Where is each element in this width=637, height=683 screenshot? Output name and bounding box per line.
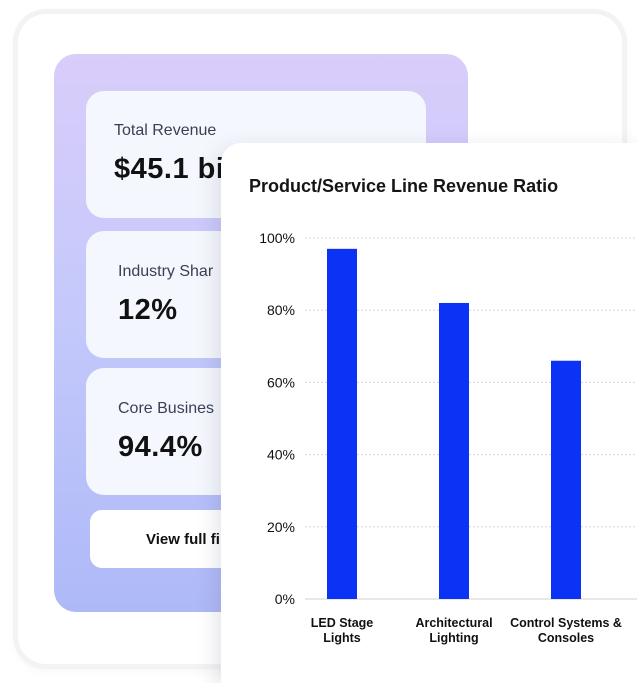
x-category-label: Control Systems &: [510, 616, 622, 630]
x-category-label: Lighting: [429, 631, 478, 645]
revenue-ratio-chart-card: Product/Service Line Revenue Ratio 0% 20%…: [221, 143, 637, 683]
industry-share-label: Industry Shar: [118, 263, 214, 280]
y-tick-label: 80%: [267, 302, 295, 318]
core-business-label: Core Busines: [118, 400, 215, 417]
industry-share-value: 12%: [118, 294, 178, 326]
core-business-value: 94.4%: [118, 431, 203, 463]
x-category-label: Consoles: [538, 631, 594, 645]
bar: [439, 302, 469, 599]
total-revenue-label: Total Revenue: [114, 122, 217, 139]
x-category-label: LED Stage: [311, 616, 374, 630]
total-revenue-value: $45.1 bi: [114, 153, 225, 185]
y-tick-label: 20%: [267, 519, 295, 535]
chart-title: Product/Service Line Revenue Ratio: [249, 176, 559, 196]
x-category-label: Architectural: [415, 616, 492, 630]
y-tick-label: 100%: [259, 230, 295, 246]
bar: [327, 248, 357, 599]
y-tick-label: 60%: [267, 374, 295, 390]
x-category-label: Lights: [323, 631, 361, 645]
bar: [551, 360, 581, 599]
y-tick-label: 40%: [267, 447, 295, 463]
y-tick-label: 0%: [275, 591, 295, 607]
